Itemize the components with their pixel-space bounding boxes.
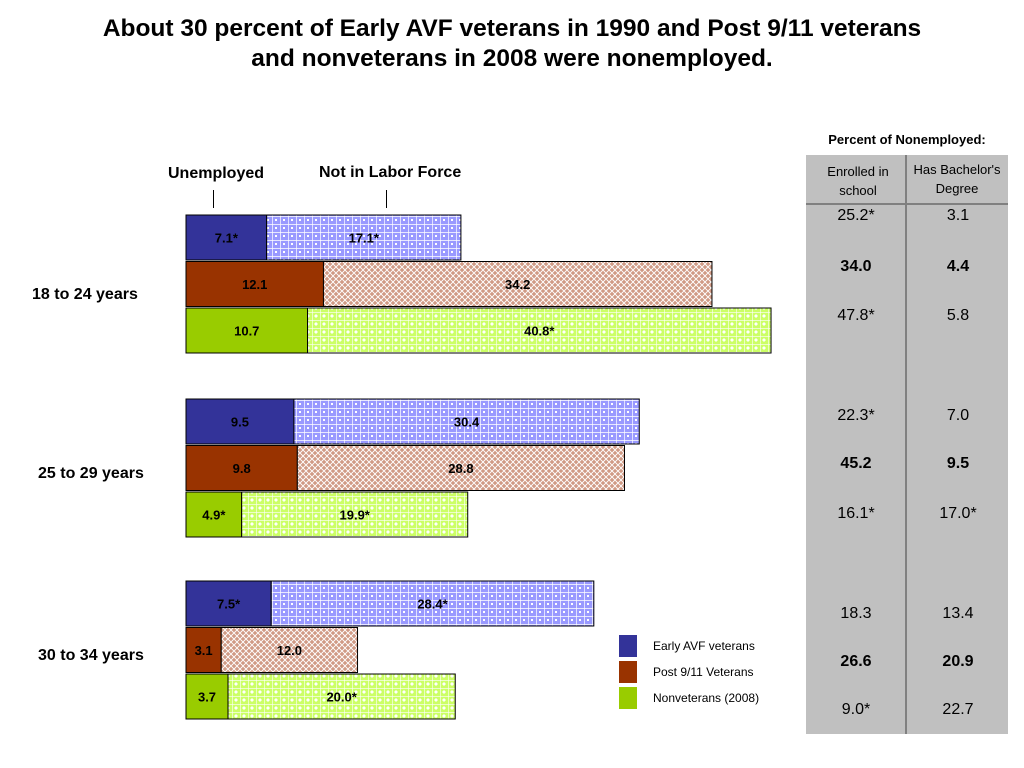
side-table-title: Percent of Nonemployed: (828, 132, 986, 147)
bar-unemployed-30-34-post911 (185, 627, 222, 673)
chart-title: About 30 percent of Early AVF veterans i… (0, 14, 1024, 74)
legend-swatch-post911 (619, 661, 637, 683)
not-in-labor-force-header: Not in Labor Force (319, 164, 462, 181)
cell-bachelors-8: 20.9 (942, 653, 974, 670)
label-unemployed-30-34-post911: 3.1 (195, 643, 213, 658)
bar-unemployed-25-29-nonveterans (185, 491, 243, 538)
cell-bachelors-6: 17.0* (939, 505, 977, 522)
label-nilf-30-34-post911: 12.0 (277, 643, 302, 658)
cell-enrolled-1: 25.2* (837, 207, 875, 224)
bar-unemployed-25-29-early-avf (185, 398, 295, 445)
cell-bachelors-5: 9.5 (946, 455, 970, 472)
bar-nilf-18-24-post911 (322, 261, 713, 307)
side-table-divider-horizontal (806, 203, 1008, 205)
legend-label-early-avf: Early AVF veterans (653, 639, 755, 653)
bar-nilf-18-24-nonveterans (307, 307, 772, 354)
bar-unemployed-18-24-early-avf (185, 214, 268, 261)
label-unemployed-25-29-post911: 9.8 (233, 461, 251, 476)
group-label-18-24: 18 to 24 years (32, 286, 138, 303)
label-nilf-25-29-nonveterans: 19.9* (340, 508, 371, 523)
bar-nilf-18-24-early-avf (266, 214, 462, 261)
title-line-1: About 30 percent of Early AVF veterans i… (102, 15, 922, 42)
group-label-30-34: 30 to 34 years (38, 647, 144, 664)
legend-item-early-avf: Early AVF veterans (619, 633, 759, 659)
unemployed-pointer (213, 190, 214, 208)
bar-nilf-30-34-nonveterans (227, 673, 456, 720)
cell-bachelors-2: 4.4 (946, 258, 970, 275)
label-unemployed-25-29-nonveterans: 4.9* (202, 508, 226, 523)
bar-unemployed-30-34-nonveterans (185, 673, 229, 720)
title-line-2: and nonveterans in 2008 were nonemployed… (251, 45, 773, 72)
label-unemployed-18-24-early-avf: 7.1* (215, 231, 239, 246)
bar-nilf-30-34-early-avf (270, 580, 595, 627)
cell-enrolled-8: 26.6 (840, 653, 872, 670)
col-header-bachelors: Has Bachelor's Degree (913, 162, 1001, 196)
unemployed-header: Unemployed (168, 165, 265, 182)
label-nilf-25-29-post911: 28.8 (448, 461, 473, 476)
label-nilf-30-34-early-avf: 28.4* (417, 597, 448, 612)
cell-bachelors-1: 3.1 (946, 207, 970, 224)
bar-chart: 7.1* 17.1* 12.1 34.2 10.7 40.8* 9.5 30.4 9.8 28.8… (185, 214, 772, 720)
cell-enrolled-5: 45.2 (840, 455, 872, 472)
cell-bachelors-3: 5.8 (946, 307, 970, 324)
bar-nilf-25-29-early-avf (293, 398, 640, 445)
label-unemployed-30-34-early-avf: 7.5* (217, 597, 241, 612)
bar-unemployed-30-34-early-avf (185, 580, 272, 627)
cell-bachelors-9: 22.7 (942, 701, 974, 718)
cell-enrolled-2: 34.0 (840, 258, 872, 275)
bar-nilf-25-29-post911 (296, 445, 625, 491)
legend-item-post911: Post 9/11 Veterans (619, 659, 759, 685)
label-nilf-25-29-early-avf: 30.4 (454, 415, 480, 430)
legend: Early AVF veterans Post 9/11 Veterans No… (619, 633, 759, 711)
bar-unemployed-18-24-nonveterans (185, 307, 309, 354)
cell-enrolled-4: 22.3* (837, 407, 875, 424)
cell-enrolled-6: 16.1* (837, 505, 875, 522)
bar-unemployed-25-29-post911 (185, 445, 298, 491)
cell-enrolled-7: 18.3 (840, 605, 872, 622)
label-nilf-18-24-post911: 34.2 (505, 277, 530, 292)
label-unemployed-30-34-nonveterans: 3.7 (198, 690, 216, 705)
legend-label-nonveterans: Nonveterans (2008) (653, 691, 760, 705)
side-table-divider-vertical (905, 155, 907, 734)
legend-swatch-nonveterans (619, 687, 637, 709)
cell-bachelors-4: 7.0 (946, 407, 970, 424)
label-unemployed-18-24-nonveterans: 10.7 (234, 324, 259, 339)
col-header-enrolled: Enrolled in school (827, 164, 889, 198)
cell-enrolled-9: 9.0* (841, 701, 871, 718)
bar-nilf-30-34-post911 (220, 627, 359, 673)
label-nilf-18-24-nonveterans: 40.8* (524, 324, 555, 339)
group-label-25-29: 25 to 29 years (38, 465, 144, 482)
side-table: Enrolled in school Has Bachelor's Degree… (806, 155, 1008, 734)
cell-bachelors-7: 13.4 (942, 605, 974, 622)
nilf-pointer (386, 190, 387, 208)
legend-swatch-early-avf (619, 635, 637, 657)
bar-nilf-25-29-nonveterans (241, 491, 469, 538)
label-unemployed-25-29-early-avf: 9.5 (231, 415, 249, 430)
cell-enrolled-3: 47.8* (837, 307, 875, 324)
legend-item-nonveterans: Nonveterans (2008) (619, 685, 759, 711)
label-unemployed-18-24-post911: 12.1 (242, 277, 267, 292)
legend-label-post911: Post 9/11 Veterans (653, 665, 754, 679)
label-nilf-18-24-early-avf: 17.1* (349, 231, 380, 246)
label-nilf-30-34-nonveterans: 20.0* (326, 690, 357, 705)
